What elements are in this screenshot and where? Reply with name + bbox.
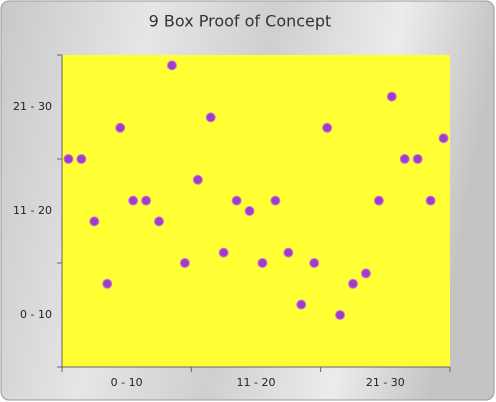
- point: [348, 278, 358, 289]
- point: [154, 216, 164, 227]
- x-band-label: 0 - 10: [111, 376, 143, 389]
- point: [218, 247, 229, 258]
- point: [270, 195, 281, 206]
- point: [141, 195, 152, 206]
- point: [192, 174, 203, 185]
- plot-area: [62, 55, 450, 367]
- point: [115, 122, 126, 133]
- point: [412, 154, 423, 164]
- point: [231, 195, 242, 206]
- point: [399, 154, 410, 164]
- point: [425, 195, 436, 206]
- point: [360, 268, 371, 279]
- point: [76, 154, 87, 164]
- x-band-label: 11 - 20: [237, 376, 276, 389]
- point: [373, 195, 384, 206]
- chart-title: 9 Box Proof of Concept: [149, 12, 332, 31]
- y-band-label: 0 - 10: [20, 308, 52, 321]
- point: [205, 112, 216, 123]
- point: [128, 195, 139, 206]
- point: [257, 258, 268, 268]
- point: [283, 247, 294, 258]
- point: [244, 206, 255, 216]
- y-band-label: 21 - 30: [13, 100, 52, 113]
- point: [102, 278, 113, 289]
- point: [309, 258, 320, 268]
- point: [63, 154, 74, 164]
- point: [438, 133, 449, 144]
- point: [89, 216, 100, 227]
- point: [166, 60, 177, 71]
- point: [322, 122, 333, 133]
- point: [179, 258, 190, 268]
- point: [335, 310, 346, 320]
- x-band-label: 21 - 30: [366, 376, 405, 389]
- point: [296, 299, 307, 310]
- point: [386, 91, 397, 102]
- y-band-label: 11 - 20: [13, 204, 52, 217]
